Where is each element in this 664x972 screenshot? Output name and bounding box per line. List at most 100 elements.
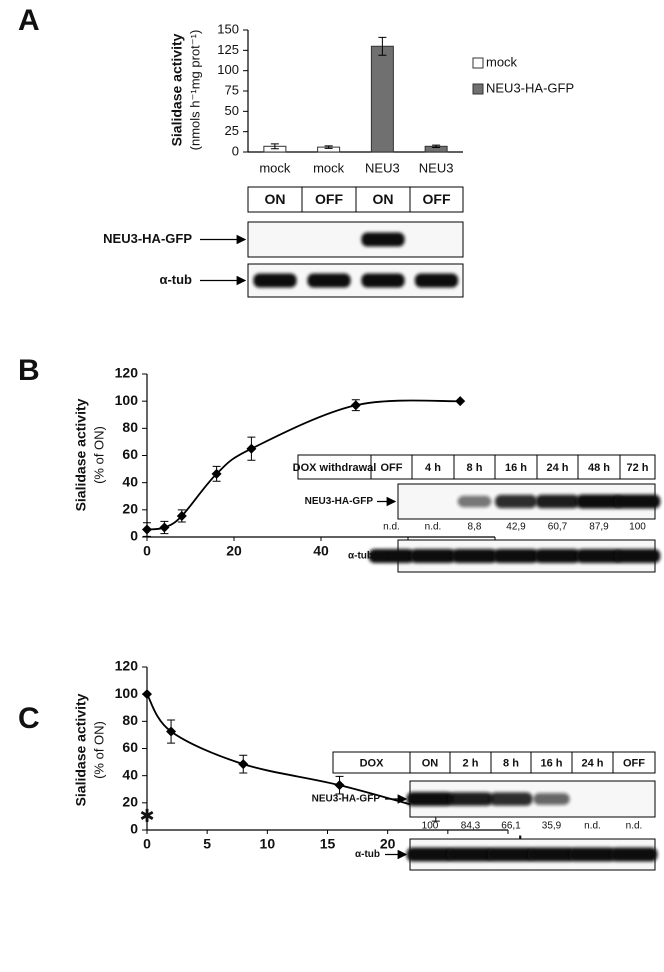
blot-quantification: 84,3 [461,821,481,832]
blot-band [253,273,297,288]
blot-header-cell: 48 h [588,462,610,474]
blot-header-cell: ON [373,191,394,207]
blot-band [368,549,415,563]
data-point [455,396,466,407]
blot-quantification: 8,8 [468,522,482,533]
blot-band [495,494,537,509]
y-tick-label: 20 [122,794,138,810]
data-point [246,443,257,454]
blot-band [361,232,405,247]
y-tick-label: 40 [122,766,138,782]
blot-header-cell: OFF [381,462,403,474]
legend-swatch [472,57,484,69]
y-tick-label: 120 [115,365,139,381]
x-tick-label: 20 [380,836,396,852]
data-point [142,689,152,700]
blot-band [533,793,570,805]
blot-row-label: α-tub [159,272,192,287]
blot-band [451,549,498,563]
blot-quantification: n.d. [626,821,643,832]
error-bar [324,145,333,149]
y-tick-label: 50 [225,103,239,118]
blot-band [361,273,405,288]
data-point [166,726,177,737]
y-tick-label: 120 [115,658,139,674]
blot-quantification: 42,9 [506,522,526,533]
line [146,693,437,813]
x-tick-label: 5 [203,836,211,852]
legend-label: NEU3-HA-GFP [486,80,574,95]
data-point [350,400,361,411]
blot-membrane [247,221,464,258]
data-point [238,759,249,770]
data-point [159,522,170,533]
blot-header-cell: OFF [315,191,343,207]
data-point [176,510,187,521]
blot-quantification: 100 [422,821,439,832]
blot-header [297,454,656,480]
blot-band [576,494,622,509]
blot-row-label: NEU3-HA-GFP [305,496,374,507]
y-tick-label: 80 [122,712,138,728]
legend-swatch [472,83,484,95]
blot-quantification: 35,9 [542,821,562,832]
blot-header-cell: 24 h [546,462,568,474]
blot-row-label: α-tub [355,849,380,860]
blot-band [410,549,456,563]
y-tick-label: 40 [122,473,138,489]
x-tick-label: mock [259,160,291,175]
y-axis-label: (nmols h⁻¹mg prot⁻¹) [187,30,202,151]
blot-header-cell: OFF [423,191,451,207]
blot-quantification: n.d. [425,522,442,533]
blot-quantification: 66,1 [501,821,521,832]
blot-band [447,847,494,862]
blot-band [576,549,622,563]
y-tick-label: 100 [115,685,139,701]
blot-row-label: NEU3-HA-GFP [103,231,192,246]
blot-band [614,494,661,509]
y-tick-label: 125 [217,42,239,57]
y-tick-label: 100 [115,392,139,408]
blot-band [528,847,575,862]
y-axis-label: Sialidase activity [73,693,89,806]
data-point [334,780,345,791]
blot-header-cell: ON [422,757,439,769]
x-tick-label: 20 [226,543,242,559]
y-axis-label: (% of ON) [91,426,106,484]
blot-band [493,549,539,563]
error-bar [378,36,387,56]
blot-band [414,273,459,288]
legend-label: mock [486,54,518,69]
data-point [142,524,152,535]
y-tick-label: 60 [122,739,138,755]
blot-header-cell: 8 h [503,757,519,769]
origin-marker: ✱ [139,806,154,826]
y-tick-label: 0 [232,143,239,158]
blot-band [487,847,535,862]
y-tick-label: 80 [122,419,138,435]
y-tick-label: 60 [122,446,138,462]
y-tick-label: 20 [122,501,138,517]
panel-letter: A [18,4,40,37]
blot-band [406,792,454,806]
blot-quantification: n.d. [383,522,400,533]
error-bar [270,143,279,150]
blot-band [610,847,658,862]
blot-band [614,549,661,563]
y-axis-label: (% of ON) [91,721,106,779]
y-tick-label: 0 [130,528,138,544]
y-tick-label: 150 [217,21,239,36]
x-tick-label: 15 [320,836,336,852]
blot-quantification: 87,9 [589,522,609,533]
blot-quantification: 60,7 [548,522,568,533]
y-tick-label: 25 [225,123,239,138]
blot-band [489,792,533,806]
blot-header-cell: OFF [623,757,645,769]
blot-header-cell: 16 h [505,462,527,474]
blot-header-cell: 24 h [581,757,603,769]
bar [370,45,394,153]
x-tick-label: NEU3 [365,160,400,175]
blot-row-label: NEU3-HA-GFP [312,794,381,805]
blot-quantification: 100 [629,522,646,533]
